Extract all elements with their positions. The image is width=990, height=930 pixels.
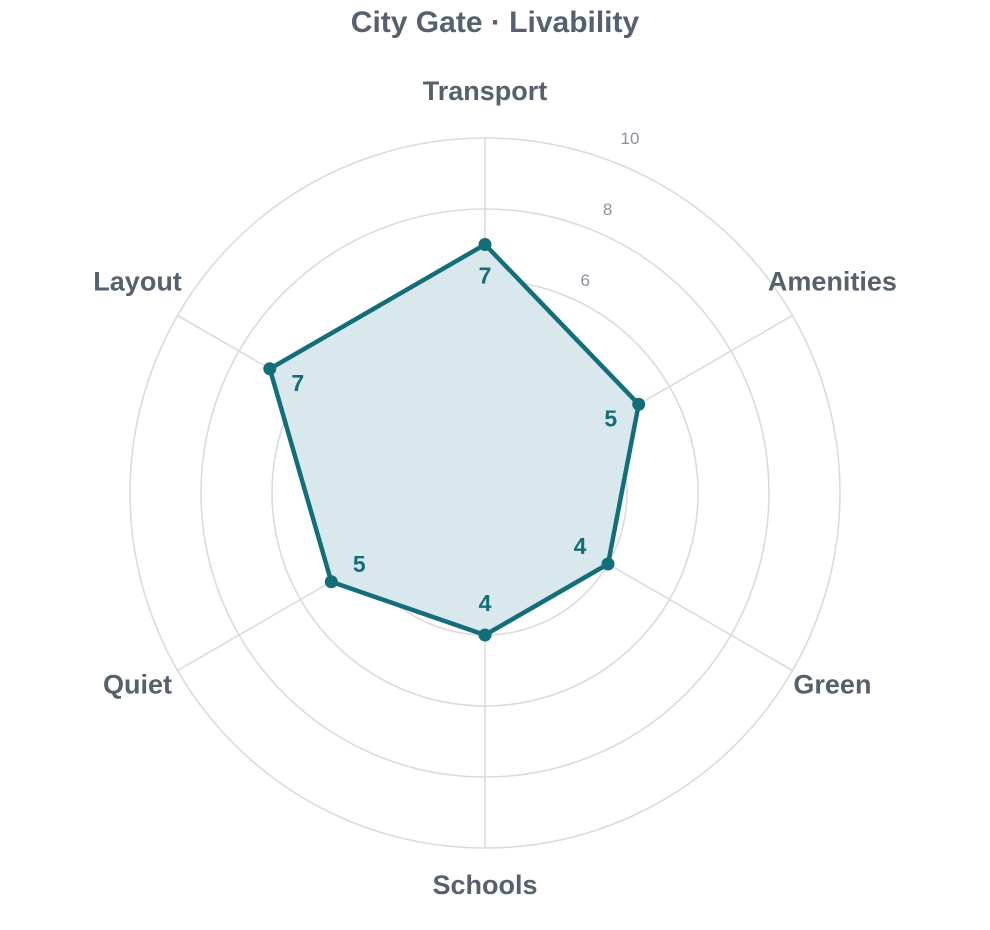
axis-label-quiet: Quiet [103, 670, 172, 700]
axis-label-amenities: Amenities [768, 267, 897, 297]
tick-label-6: 6 [580, 271, 589, 290]
series-layer: 7 5 4 4 5 7 [263, 238, 646, 642]
data-point-schools [478, 628, 492, 642]
tick-label-8: 8 [603, 200, 612, 219]
axis-label-transport: Transport [423, 76, 548, 106]
data-point-green [601, 557, 615, 571]
data-point-amenities [632, 397, 646, 411]
axis-labels: Transport Amenities Green Schools Quiet Layou… [93, 76, 897, 900]
value-label-quiet: 5 [353, 551, 366, 577]
axis-label-schools: Schools [432, 870, 537, 900]
axis-label-green: Green [793, 670, 871, 700]
tick-label-10: 10 [621, 129, 640, 148]
data-point-quiet [324, 575, 338, 589]
value-label-layout: 7 [291, 370, 304, 396]
value-label-green: 4 [574, 533, 587, 559]
series-area [267, 242, 641, 638]
data-point-transport [478, 238, 492, 251]
data-point-layout [263, 362, 277, 376]
chart-title: City Gate · Livability [351, 6, 640, 39]
value-label-transport: 7 [479, 263, 492, 289]
value-label-schools: 4 [479, 590, 492, 616]
value-label-amenities: 5 [604, 405, 617, 431]
axis-label-layout: Layout [93, 267, 182, 297]
